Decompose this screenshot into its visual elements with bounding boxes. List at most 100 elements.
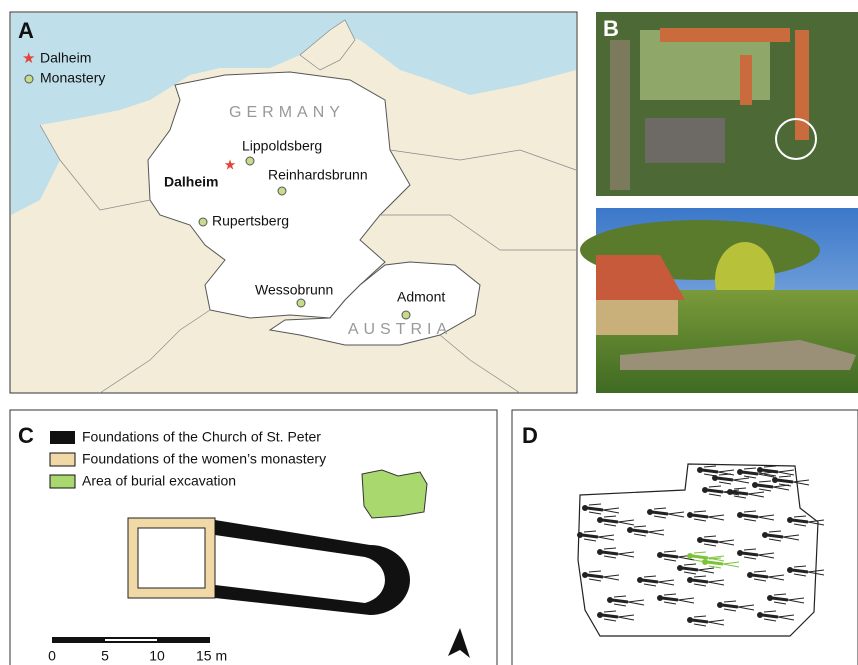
border <box>380 214 576 251</box>
arm <box>613 595 627 598</box>
border <box>439 334 521 394</box>
leg <box>617 551 635 555</box>
legend-text: Area of burial excavation <box>82 473 236 489</box>
leg <box>677 597 695 601</box>
torso <box>741 470 759 476</box>
site-dot <box>245 156 255 166</box>
arm <box>603 523 617 527</box>
highlight-circle <box>775 118 817 160</box>
leg <box>777 471 795 476</box>
roof <box>795 30 809 140</box>
arm <box>603 555 617 559</box>
skull <box>637 577 643 583</box>
arm <box>643 583 657 587</box>
leg <box>717 539 735 543</box>
skeleton <box>762 530 800 542</box>
leg <box>757 552 775 556</box>
arm <box>588 570 602 573</box>
arm <box>683 563 697 566</box>
arm <box>588 503 602 506</box>
sea <box>11 13 576 140</box>
skull <box>582 572 588 578</box>
leg <box>757 554 775 559</box>
arm <box>708 557 722 560</box>
leg <box>707 619 725 623</box>
leg <box>767 574 785 578</box>
arm <box>758 488 772 492</box>
leg <box>657 579 675 583</box>
arm <box>693 551 707 554</box>
arm <box>793 573 807 577</box>
skull <box>687 553 693 559</box>
leg <box>787 599 805 604</box>
plan-panel: C Foundations of the Church of St. Peter… <box>9 409 498 665</box>
torso <box>706 560 724 566</box>
arm <box>708 485 722 488</box>
leg <box>627 601 645 606</box>
arm <box>763 618 777 622</box>
arm <box>588 578 602 582</box>
legend-text: Monastery <box>40 70 105 86</box>
skull <box>727 489 733 495</box>
skull <box>597 517 603 523</box>
skeleton <box>607 595 645 607</box>
skeleton <box>597 515 635 527</box>
leg <box>617 519 635 523</box>
arm <box>768 538 782 542</box>
torso <box>761 468 779 474</box>
arm <box>773 601 787 605</box>
arm <box>633 525 647 528</box>
torso <box>586 506 604 512</box>
skull <box>717 602 723 608</box>
leg <box>707 516 725 521</box>
arm <box>733 487 747 490</box>
skull <box>747 572 753 578</box>
skull <box>737 550 743 556</box>
arm <box>663 593 677 596</box>
country-name: AUSTRIA <box>348 321 452 338</box>
leg <box>602 507 620 511</box>
skull <box>697 537 703 543</box>
skeleton <box>767 593 805 605</box>
arm <box>703 465 717 468</box>
torso <box>761 613 779 619</box>
north-arrow <box>448 628 470 658</box>
skull <box>752 482 758 488</box>
leg <box>617 553 635 558</box>
legend-swatch <box>50 431 75 444</box>
leg <box>722 563 740 568</box>
skull <box>702 487 708 493</box>
site-name: Lippoldsberg <box>242 138 322 154</box>
church-roof <box>645 118 725 163</box>
skull <box>647 509 653 515</box>
torso <box>741 513 759 519</box>
church-foundation <box>215 520 410 615</box>
torso <box>681 566 699 572</box>
skull <box>627 527 633 533</box>
arm <box>583 538 597 542</box>
arm <box>793 565 807 568</box>
leg <box>707 514 725 518</box>
torso <box>661 596 679 602</box>
leg <box>737 604 755 608</box>
legend-swatch <box>49 474 76 489</box>
torso <box>701 468 719 474</box>
arm <box>773 593 787 596</box>
arm <box>708 493 722 497</box>
skull <box>577 532 583 538</box>
skull <box>762 532 768 538</box>
skeleton <box>687 575 725 587</box>
site-dot <box>401 310 411 320</box>
skull <box>737 469 743 475</box>
site-name: Wessobrunn <box>255 282 333 298</box>
scale-label: 15 m <box>196 648 227 664</box>
arm <box>743 475 757 479</box>
arm <box>653 507 667 510</box>
leg <box>677 599 695 604</box>
arm <box>718 481 732 485</box>
leg <box>602 509 620 514</box>
site-name: Reinhardsbrunn <box>268 167 368 183</box>
skeleton <box>577 530 615 542</box>
skeleton <box>597 547 635 559</box>
